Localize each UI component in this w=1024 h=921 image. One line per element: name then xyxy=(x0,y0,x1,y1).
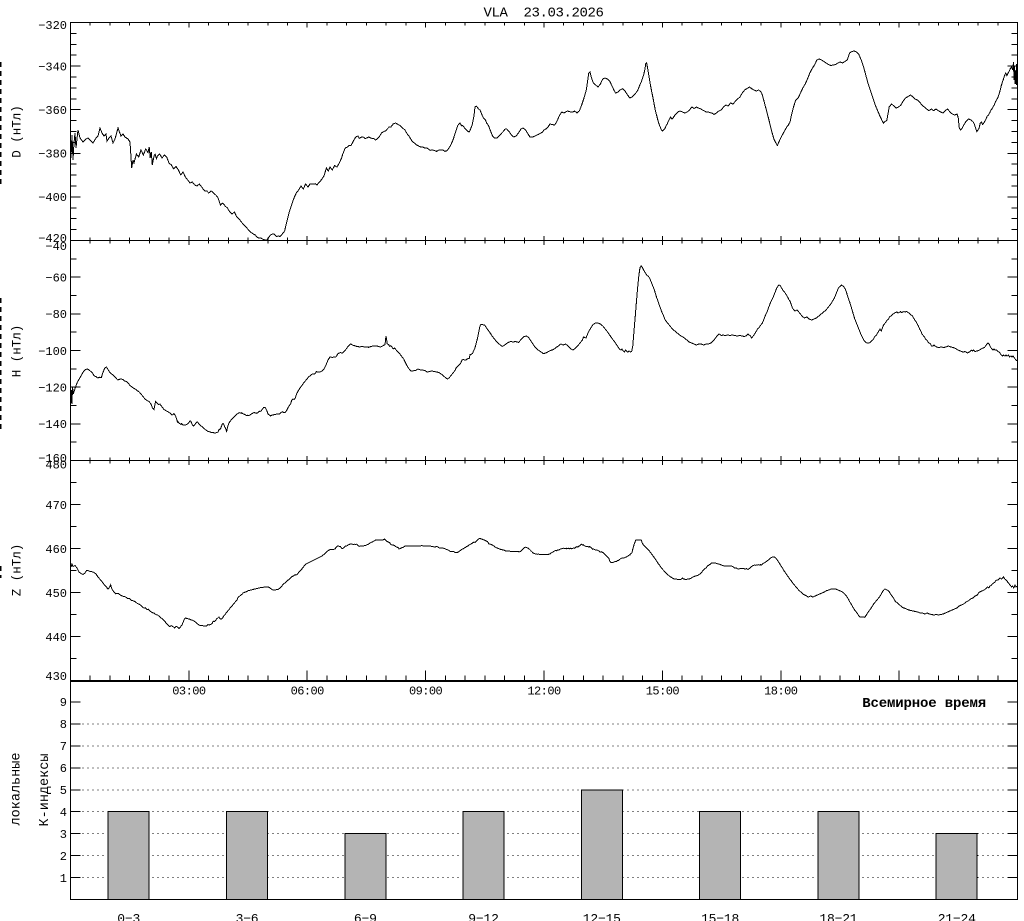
svg-text:15−18: 15−18 xyxy=(701,911,739,921)
svg-text:D (нТл): D (нТл) xyxy=(10,105,24,158)
svg-text:3−6: 3−6 xyxy=(236,911,259,921)
svg-text:4: 4 xyxy=(60,806,67,820)
svg-text:−160: −160 xyxy=(38,452,67,466)
svg-text:470: 470 xyxy=(45,499,67,513)
svg-text:H (нТл): H (нТл) xyxy=(10,325,24,378)
svg-text:5: 5 xyxy=(60,784,67,798)
svg-text:0−3: 0−3 xyxy=(117,911,140,921)
svg-text:Всемирное время: Всемирное время xyxy=(862,696,986,712)
svg-text:430: 430 xyxy=(45,670,67,684)
svg-text:12−15: 12−15 xyxy=(583,911,621,921)
svg-text:−60: −60 xyxy=(45,272,67,286)
svg-text:−420: −420 xyxy=(38,232,67,246)
svg-text:−100: −100 xyxy=(38,345,67,359)
svg-text:−140: −140 xyxy=(38,418,67,432)
svg-text:3: 3 xyxy=(60,828,67,842)
svg-text:−120: −120 xyxy=(38,382,67,396)
svg-text:03:00: 03:00 xyxy=(172,684,206,698)
svg-text:15:00: 15:00 xyxy=(646,684,680,698)
svg-text:−40: −40 xyxy=(45,240,67,254)
svg-text:09:00: 09:00 xyxy=(409,684,443,698)
svg-text:6: 6 xyxy=(60,762,67,776)
svg-text:440: 440 xyxy=(45,631,67,645)
svg-text:06:00: 06:00 xyxy=(291,684,325,698)
svg-text:VLA 23.03.2026: VLA 23.03.2026 xyxy=(483,6,603,22)
svg-text:9−12: 9−12 xyxy=(468,911,498,921)
svg-text:−320: −320 xyxy=(38,19,67,33)
svg-text:Z (нТл): Z (нТл) xyxy=(10,544,24,597)
svg-text:18−21: 18−21 xyxy=(819,911,857,921)
svg-text:12:00: 12:00 xyxy=(527,684,561,698)
svg-text:450: 450 xyxy=(45,587,67,601)
svg-text:−380: −380 xyxy=(38,148,67,162)
svg-text:8: 8 xyxy=(60,718,67,732)
svg-text:−80: −80 xyxy=(45,308,67,322)
svg-text:−340: −340 xyxy=(38,60,67,74)
svg-text:6−9: 6−9 xyxy=(354,911,377,921)
svg-text:−400: −400 xyxy=(38,191,67,205)
svg-text:−360: −360 xyxy=(38,104,67,118)
svg-text:18:00: 18:00 xyxy=(764,684,798,698)
svg-text:460: 460 xyxy=(45,543,67,557)
svg-text:1: 1 xyxy=(60,872,67,886)
svg-text:локальные: локальные xyxy=(9,753,24,826)
svg-text:К-индексы: К-индексы xyxy=(38,754,53,827)
svg-text:7: 7 xyxy=(60,740,67,754)
svg-text:2: 2 xyxy=(60,850,67,864)
svg-text:21−24: 21−24 xyxy=(938,911,976,921)
svg-text:9: 9 xyxy=(60,696,67,710)
svg-text:480: 480 xyxy=(45,458,67,472)
